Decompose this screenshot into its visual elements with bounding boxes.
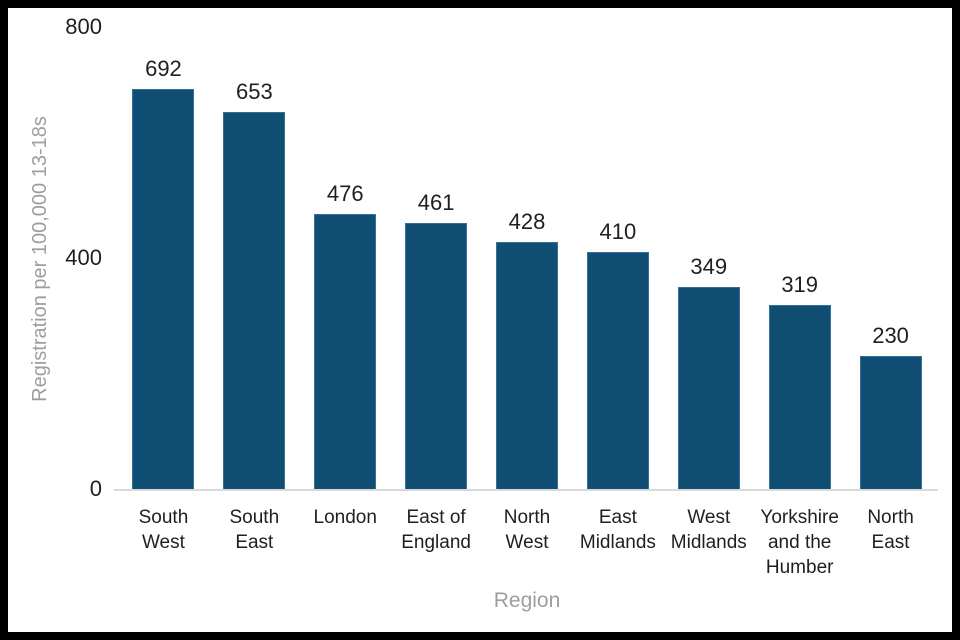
x-axis-line [114,489,938,491]
x-axis-title: Region [493,589,561,612]
bar [586,252,649,489]
bar [677,287,740,489]
category-label: East Midlands [579,507,656,553]
bar-value-label: 230 [872,323,909,348]
y-tick-label: 800 [65,14,102,39]
bar [314,214,377,489]
bar-series: 692 653 476 461 428 410 349 319 230 [118,8,936,489]
y-tick-label: 0 [89,476,102,501]
category-label: North East [867,507,914,553]
bar-column: 653 [209,8,300,489]
bar-value-label: 653 [235,79,273,104]
bar [405,223,468,489]
bar-column: 461 [391,8,482,489]
bar-column: 692 [118,8,209,489]
category-label: East of England [401,507,471,553]
category-label: North West [503,507,551,553]
bar [223,112,286,489]
bar-value-label: 692 [145,56,182,81]
bar-value-label: 319 [781,272,819,297]
bar-value-label: 410 [599,219,637,244]
category-label: London [313,507,377,528]
bar-column: 349 [663,8,754,489]
bar-value-label: 349 [690,254,728,279]
bar-column: 319 [754,8,845,489]
bar-column: 230 [845,8,936,489]
category-label: South East [229,507,280,553]
bar-value-label: 461 [417,190,455,215]
category-label: Yorkshire and the Humber [760,507,839,578]
bar [768,305,831,489]
category-label: West Midlands [670,507,747,553]
bar-column: 476 [300,8,391,489]
bar-column: 428 [482,8,573,489]
x-axis-category-labels: South West South East London East of Englan… [118,505,936,580]
y-tick-label: 400 [65,245,102,270]
chart-area: Registration per 100,000 13-18s 0 400 800 … [8,8,952,632]
bar [859,356,922,489]
bar-value-label: 428 [508,209,546,234]
category-label: South West [138,507,189,553]
bar-column: 410 [572,8,663,489]
bar-value-label: 476 [326,181,364,206]
bar [132,89,195,489]
bar [496,242,558,489]
